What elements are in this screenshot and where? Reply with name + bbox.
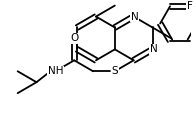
Text: NH: NH [48, 66, 63, 76]
Text: N: N [131, 11, 139, 22]
Text: S: S [112, 66, 118, 76]
Text: N: N [150, 44, 157, 54]
Text: F: F [187, 1, 193, 11]
Text: O: O [70, 33, 78, 43]
